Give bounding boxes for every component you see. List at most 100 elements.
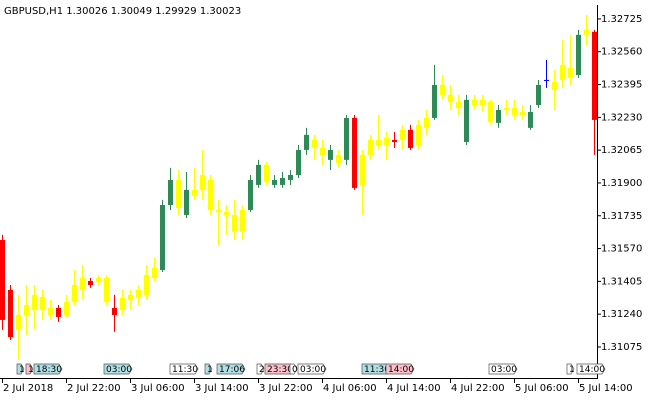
event-label: 11:30	[364, 365, 390, 375]
candle-body	[536, 84, 541, 106]
event-marker: 23:30	[264, 363, 294, 375]
y-tick-label: 1.31735	[601, 211, 642, 222]
event-box	[566, 363, 575, 375]
event-box	[204, 363, 213, 375]
candle-body	[320, 147, 325, 155]
candle-body	[32, 294, 37, 311]
candle-body	[584, 29, 589, 35]
candle-body	[256, 164, 261, 185]
candle-body	[568, 67, 573, 78]
event-marker: 03:00	[103, 363, 133, 375]
candle-body	[72, 284, 77, 303]
candle-body	[464, 99, 469, 142]
event-label: 1	[28, 365, 34, 375]
event-box	[297, 363, 327, 375]
candle-body	[296, 149, 301, 175]
event-box	[576, 363, 606, 375]
event-marker: 17:06	[216, 363, 246, 375]
candle-body	[592, 31, 597, 120]
candle-body	[0, 240, 5, 320]
candle-body	[200, 174, 205, 190]
y-tick-label: 1.32230	[601, 112, 642, 123]
event-marker: 2	[256, 363, 265, 375]
candle-body	[496, 109, 501, 123]
candle-body	[424, 117, 429, 128]
y-tick-label: 1.31900	[601, 178, 642, 189]
event-label: 03:00	[300, 365, 326, 375]
y-tick-label: 1.32065	[601, 145, 642, 156]
candle-body	[80, 277, 85, 290]
candle-body	[88, 280, 93, 285]
event-box	[488, 363, 518, 375]
event-box	[25, 363, 34, 375]
candle-body	[456, 102, 461, 108]
candle-body	[512, 107, 517, 115]
x-tick-label: 2 Jul 2018	[3, 383, 53, 394]
candle-body	[144, 275, 149, 295]
candle-body	[312, 140, 317, 148]
event-marker: 1	[16, 363, 25, 375]
event-marker: 14:00	[576, 363, 606, 375]
x-tick-label: 3 Jul 06:00	[131, 383, 185, 394]
x-tick-label: 5 Jul 14:00	[579, 383, 633, 394]
x-tick-label: 4 Jul 22:00	[451, 383, 505, 394]
event-box	[216, 363, 246, 375]
x-tick-label: 3 Jul 14:00	[195, 383, 249, 394]
y-tick-label: 1.32395	[601, 80, 642, 91]
candle-body	[136, 289, 141, 298]
event-marker: 03:00	[488, 363, 518, 375]
candle-body	[376, 140, 381, 145]
event-label: 1	[569, 365, 575, 375]
event-label: 0	[292, 365, 298, 375]
y-tick-label: 1.32725	[601, 14, 642, 25]
event-label: 18:30	[36, 365, 62, 375]
event-marker: 18:30	[33, 363, 63, 375]
event-label: 23:30	[267, 365, 293, 375]
event-marker: 0	[289, 363, 298, 375]
candle-body	[328, 149, 333, 160]
candle-body	[448, 94, 453, 103]
event-box	[169, 363, 199, 375]
candle-body	[248, 179, 253, 210]
candle-body	[280, 177, 285, 185]
candle-body	[176, 179, 181, 209]
y-tick-label: 1.31405	[601, 276, 642, 287]
event-label: 03:00	[106, 365, 132, 375]
candle-body	[408, 129, 413, 148]
event-marker: 03:00	[297, 363, 327, 375]
x-tick-label: 3 Jul 22:00	[259, 383, 313, 394]
candle-body	[120, 297, 125, 311]
candle-body	[216, 209, 221, 212]
event-box	[385, 363, 415, 375]
chart-title: GBPUSD,H1 1.30026 1.30049 1.29929 1.3002…	[4, 6, 241, 17]
candle-body	[208, 179, 213, 210]
candle-body	[384, 138, 389, 145]
y-tick-label: 1.31240	[601, 309, 642, 320]
x-tick-label: 2 Jul 22:00	[67, 383, 121, 394]
event-box	[16, 363, 25, 375]
candle-body	[192, 189, 197, 196]
candle-body	[160, 205, 165, 271]
candle-body	[400, 129, 405, 141]
candle-body	[272, 179, 277, 185]
candle-body	[352, 117, 357, 188]
event-label: 14:00	[579, 365, 605, 375]
candle-body	[552, 81, 557, 90]
candle-body	[112, 308, 117, 315]
candle-body	[288, 174, 293, 180]
candle-body	[576, 34, 581, 75]
candle-body	[440, 84, 445, 95]
candle-body	[264, 164, 269, 182]
candle-body	[392, 140, 397, 142]
candle-body	[8, 289, 13, 338]
event-box	[256, 363, 265, 375]
candle-body	[16, 314, 21, 330]
candle-body	[56, 308, 61, 317]
event-label: 17:06	[219, 365, 245, 375]
candle-body	[128, 294, 133, 300]
candle-body	[544, 79, 549, 81]
candle-body	[240, 209, 245, 232]
event-label: 1	[19, 365, 25, 375]
candle-body	[104, 277, 109, 303]
